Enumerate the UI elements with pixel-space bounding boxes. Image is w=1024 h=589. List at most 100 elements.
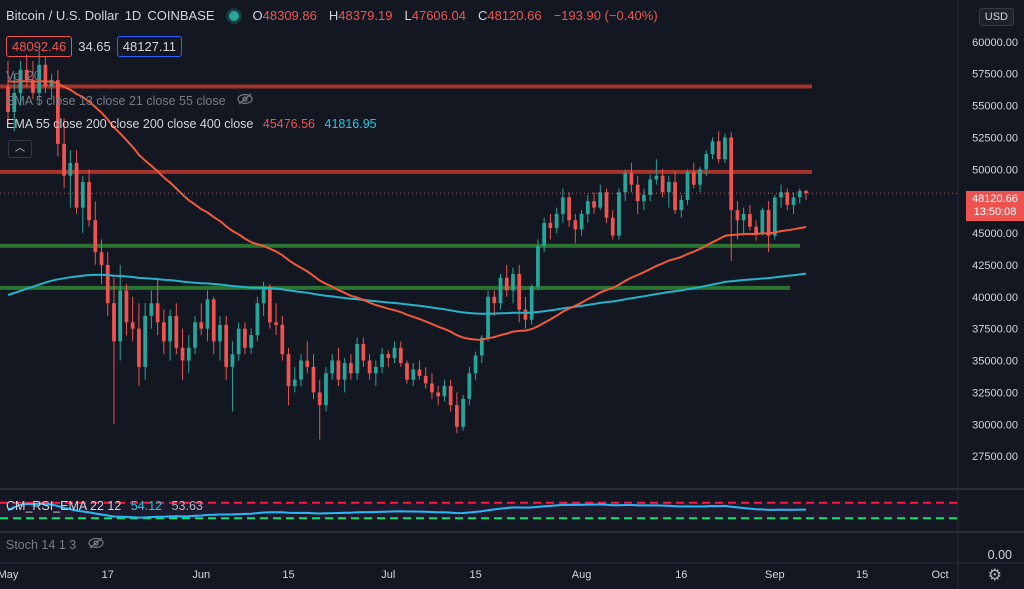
candle-body: [373, 366, 378, 374]
candle-body: [261, 286, 266, 304]
resistance-line: [0, 84, 812, 89]
candle-body: [299, 360, 303, 380]
candle-body: [355, 343, 359, 374]
candle-body: [37, 64, 42, 93]
candle-body: [386, 354, 391, 358]
candle-body: [93, 220, 98, 253]
market-status-icon: [228, 10, 239, 21]
candle-body: [137, 328, 141, 367]
gear-icon[interactable]: ⚙: [987, 567, 1002, 584]
candle-body: [685, 171, 690, 200]
ema200-value: 41816.95: [324, 117, 377, 131]
candle-body: [710, 141, 715, 155]
ema-hidden-legend[interactable]: EMA 5 close 13 close 21 close 55 close: [6, 93, 253, 108]
rsi-line: [7, 502, 806, 519]
candle-body: [772, 197, 777, 236]
eye-hidden-icon[interactable]: [88, 537, 104, 552]
candle-body: [193, 322, 197, 348]
time-tick-label: 15: [469, 569, 481, 581]
candle-body: [779, 192, 783, 198]
candle-body: [511, 273, 515, 291]
candle-body: [585, 201, 590, 214]
open-label: O: [252, 8, 263, 23]
interval-label[interactable]: 1D: [124, 8, 142, 23]
candle-body: [504, 277, 509, 291]
candle-body: [567, 197, 571, 221]
candle-body: [542, 222, 547, 246]
candle-body: [523, 309, 528, 320]
candle-body: [461, 398, 465, 427]
price-tick-label: 40000.00: [972, 292, 1018, 304]
price-tick-label: 55000.00: [972, 101, 1018, 113]
high-value: 48379.19: [338, 8, 393, 23]
candle-body: [392, 347, 397, 358]
candle-body: [455, 405, 459, 427]
candle-body: [255, 303, 260, 336]
price-tick-label: 32500.00: [972, 387, 1018, 399]
candle-body: [180, 347, 185, 361]
candle-body: [698, 169, 702, 185]
time-tick-label: 17: [102, 569, 114, 581]
price-tick-label: 42500.00: [972, 260, 1018, 272]
change-value: −193.90 (−0.40%): [553, 8, 658, 23]
low-label: L: [404, 8, 412, 23]
rsi-value-2: 53.63: [171, 499, 203, 513]
support-line: [0, 243, 800, 248]
candle-body: [723, 137, 727, 160]
candle-body: [467, 373, 472, 399]
candle-body: [660, 175, 665, 193]
price-tick-label: 27500.00: [972, 451, 1018, 463]
candle-body: [604, 192, 609, 218]
rsi-legend[interactable]: CM_RSI_EMA 22 12 54.12 53.63: [6, 499, 203, 513]
resistance-line: [0, 169, 812, 174]
ema-main-legend[interactable]: EMA 55 close 200 close 200 close 400 clo…: [6, 117, 377, 131]
candle-body: [673, 182, 677, 211]
candle-body: [243, 328, 247, 348]
volume-indicator-legend[interactable]: Vol 20: [6, 69, 41, 83]
candle-body: [704, 154, 709, 170]
candle-body: [49, 80, 54, 87]
candle-body: [199, 322, 204, 329]
candle-body: [579, 213, 584, 230]
time-tick-label: Aug: [572, 569, 592, 581]
candle-body: [554, 213, 559, 228]
eye-hidden-icon[interactable]: [237, 93, 253, 108]
symbol-name[interactable]: Bitcoin / U.S. Dollar: [6, 8, 119, 23]
candle-body: [130, 322, 135, 329]
candle-body: [735, 210, 740, 221]
exchange-label: COINBASE: [147, 8, 215, 23]
buy-price-button[interactable]: 48127.11: [116, 36, 183, 57]
candle-body: [417, 369, 422, 376]
candle-body: [436, 392, 441, 397]
candle-body: [118, 290, 123, 342]
candle-body: [62, 143, 66, 176]
candle-body: [405, 363, 409, 380]
candle-body: [68, 162, 73, 176]
sell-price-button[interactable]: 48092.46: [6, 36, 73, 57]
candle-body: [230, 354, 235, 367]
price-tick-label: 35000.00: [972, 356, 1018, 368]
currency-button[interactable]: USD: [978, 8, 1014, 26]
price-tick-label: 37500.00: [972, 324, 1018, 336]
time-tick-label: Jul: [381, 569, 395, 581]
candle-body: [105, 264, 110, 304]
candle-body: [448, 386, 453, 406]
open-value: 48309.86: [262, 8, 317, 23]
candle-body: [679, 199, 684, 211]
candle-body: [324, 373, 328, 406]
candle-body: [629, 173, 634, 185]
candle-body: [280, 324, 285, 355]
bid-ask-row: 48092.46 34.65 48127.11: [6, 36, 183, 57]
stoch-legend[interactable]: Stoch 14 1 3: [6, 537, 104, 552]
price-tick-label: 60000.00: [972, 37, 1018, 49]
candle-body: [87, 182, 91, 221]
candle-body: [205, 299, 210, 329]
candle-body: [741, 213, 746, 221]
candle-body: [56, 80, 60, 144]
candle-body: [149, 303, 154, 316]
low-value: 47606.04: [411, 8, 466, 23]
candle-body: [548, 222, 553, 228]
collapse-legend-icon[interactable]: ︿: [8, 140, 32, 158]
time-tick-label: Jun: [192, 569, 210, 581]
